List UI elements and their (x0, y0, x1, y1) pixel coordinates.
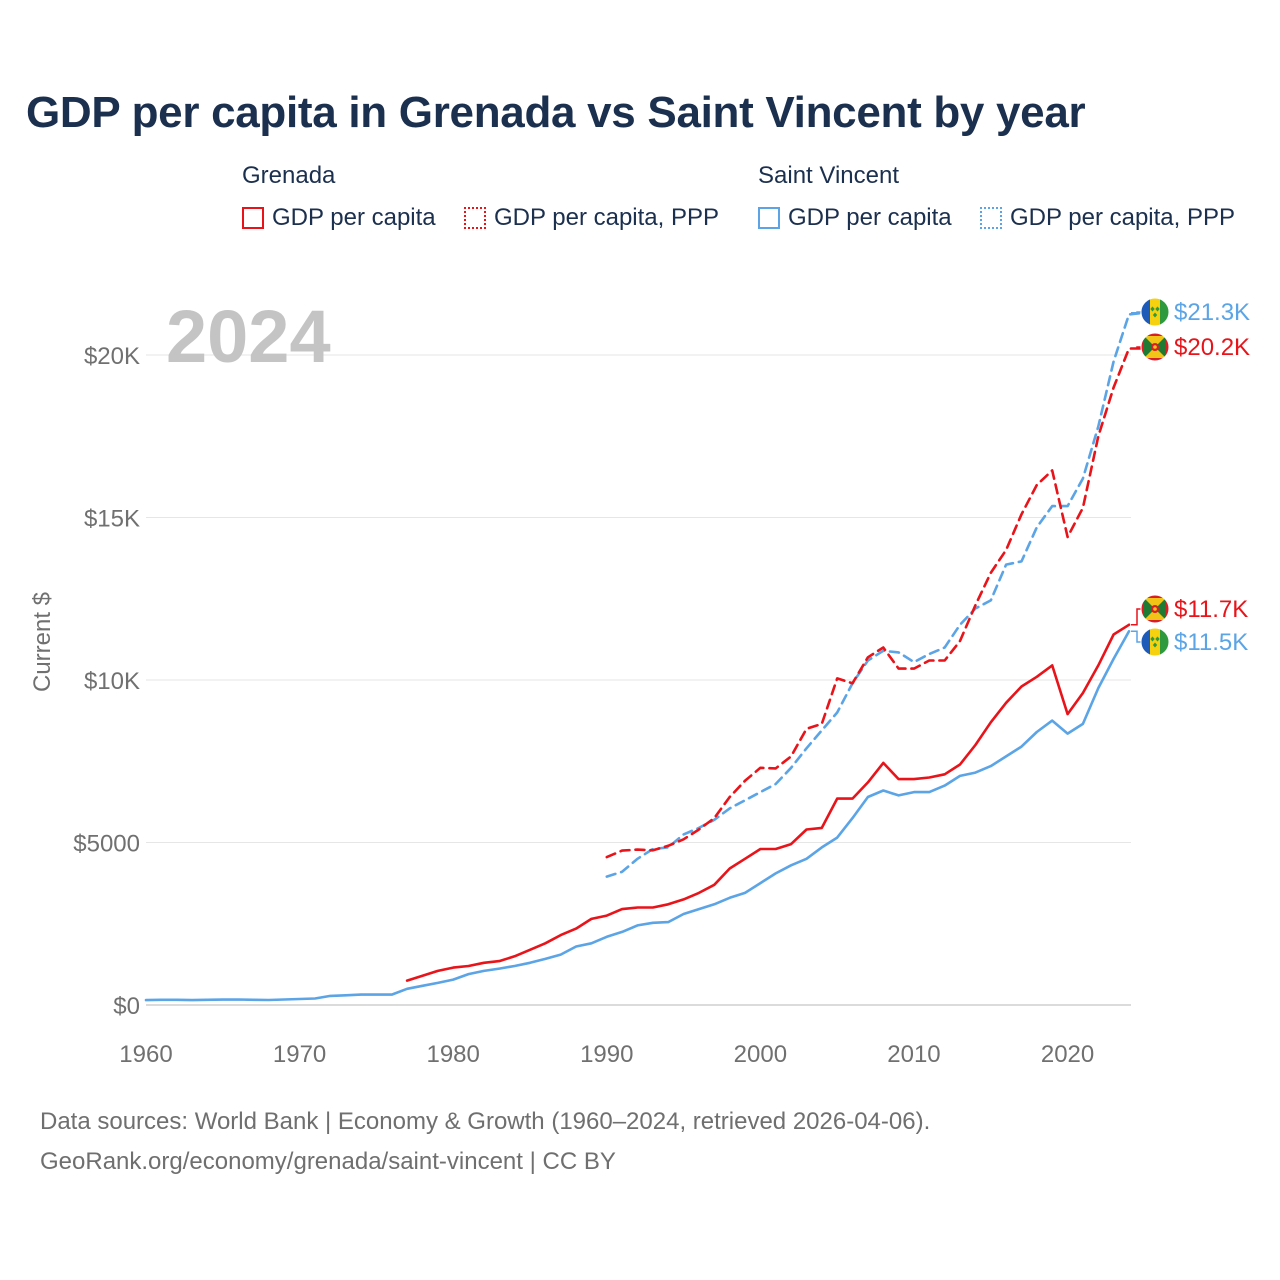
legend-item-grenada-ppp[interactable]: GDP per capita, PPP (464, 204, 719, 232)
y-tick-label: $20K (84, 343, 140, 370)
legend-label-saint-vincent-ppp: GDP per capita, PPP (1010, 204, 1235, 231)
end-value-label: $21.3K (1174, 299, 1250, 326)
legend-group-saint-vincent: Saint Vincent (758, 162, 899, 189)
x-tick-label: 1980 (426, 1041, 479, 1068)
end-connector (1131, 630, 1141, 643)
series-line-svg_ppp[interactable] (605, 311, 1146, 878)
legend-swatch-grenada-gdp (242, 207, 264, 229)
chart-title: GDP per capita in Grenada vs Saint Vince… (26, 88, 1086, 137)
saint-vincent-flag-icon (1140, 627, 1170, 657)
legend-swatch-grenada-ppp (464, 207, 486, 229)
series-line-gre_gdp[interactable] (405, 623, 1131, 982)
legend-item-saint-vincent-gdp[interactable]: GDP per capita (758, 204, 952, 232)
legend-item-grenada-gdp[interactable]: GDP per capita (242, 204, 436, 232)
legend-swatch-saint-vincent-gdp (758, 207, 780, 229)
y-tick-label: $10K (84, 668, 140, 695)
end-connector (1131, 608, 1141, 626)
x-tick-label: 1970 (273, 1041, 326, 1068)
x-tick-label: 2000 (734, 1041, 787, 1068)
saint-vincent-flag-icon (1140, 297, 1170, 327)
series-line-svg_gdp[interactable] (144, 629, 1131, 1002)
y-tick-label: $5000 (73, 831, 140, 858)
grenada-flag-icon (1140, 594, 1170, 624)
year-watermark: 2024 (166, 295, 331, 378)
footer-credit: GeoRank.org/economy/grenada/saint-vincen… (40, 1148, 616, 1175)
end-value-label: $11.7K (1174, 596, 1248, 623)
footer-sources: Data sources: World Bank | Economy & Gro… (40, 1108, 931, 1135)
legend-label-grenada-gdp: GDP per capita (272, 204, 436, 231)
grenada-flag-icon (1140, 332, 1170, 362)
x-tick-label: 1990 (580, 1041, 633, 1068)
line-chart: $0 $5000 $10K $15K $20K 1960 1970 1980 1990 2000 2… (29, 295, 1250, 1068)
x-tick-label: 1960 (119, 1041, 172, 1068)
legend-swatch-saint-vincent-ppp (980, 207, 1002, 229)
end-connector (1131, 346, 1141, 350)
legend-item-saint-vincent-ppp[interactable]: GDP per capita, PPP (980, 204, 1235, 232)
end-value-label: $20.2K (1174, 334, 1250, 361)
y-axis-title: Current $ (29, 592, 56, 692)
end-connector (1131, 311, 1141, 314)
legend-group-grenada: Grenada (242, 162, 336, 189)
legend-label-saint-vincent-gdp: GDP per capita (788, 204, 952, 231)
y-tick-label: $0 (113, 993, 140, 1020)
x-tick-label: 2020 (1041, 1041, 1094, 1068)
end-value-label: $11.5K (1174, 629, 1248, 656)
legend-label-grenada-ppp: GDP per capita, PPP (494, 204, 719, 231)
x-tick-label: 2010 (887, 1041, 940, 1068)
series-line-gre_ppp[interactable] (605, 347, 1146, 859)
y-tick-label: $15K (84, 506, 140, 533)
